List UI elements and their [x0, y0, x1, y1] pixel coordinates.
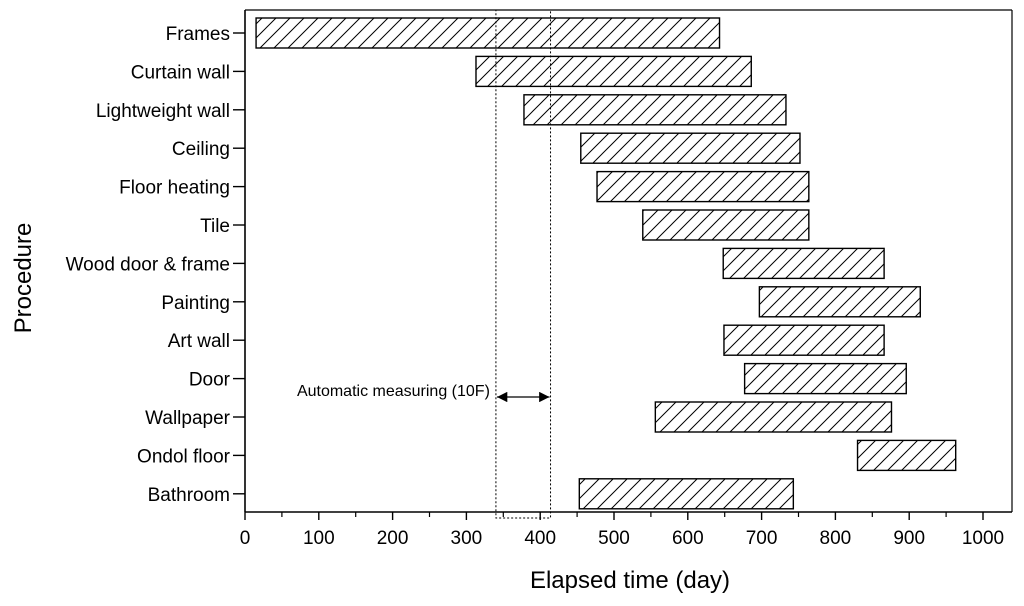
- procedure-bar: [758, 286, 921, 318]
- category-label: Ondol floor: [137, 446, 231, 467]
- x-tick-label: 800: [820, 528, 852, 549]
- x-tick-label: 900: [893, 528, 925, 549]
- category-label: Curtain wall: [131, 62, 230, 83]
- procedure-bar: [578, 478, 795, 510]
- x-tick-label: 200: [377, 528, 409, 549]
- procedure-bar: [743, 362, 907, 395]
- category-label: Lightweight wall: [96, 101, 230, 122]
- category-label: Tile: [200, 216, 230, 237]
- category-label: Wallpaper: [145, 408, 231, 429]
- x-tick-label: 700: [746, 528, 778, 549]
- procedure-bar: [596, 170, 810, 203]
- x-tick-label: 500: [598, 528, 630, 549]
- x-tick-label: 100: [303, 528, 335, 549]
- procedure-bar: [475, 55, 752, 88]
- x-tick-label: 0: [240, 528, 251, 549]
- procedure-bar: [523, 94, 787, 126]
- category-label: Wood door & frame: [66, 254, 230, 275]
- procedure-bar: [255, 17, 721, 49]
- category-label: Ceiling: [172, 139, 230, 160]
- category-label: Frames: [166, 24, 230, 45]
- category-label: Bathroom: [148, 485, 230, 506]
- category-label: Art wall: [168, 331, 230, 352]
- procedure-bar: [856, 439, 957, 472]
- annotation-label: Automatic measuring (10F): [297, 383, 490, 400]
- y-axis-title: Procedure: [10, 223, 37, 334]
- category-label: Painting: [161, 293, 230, 314]
- category-label: Door: [189, 370, 231, 391]
- procedure-bar: [642, 209, 810, 241]
- procedure-bar: [654, 401, 893, 433]
- annotation-range-box: [495, 9, 552, 519]
- x-tick-label: 1000: [962, 528, 1004, 549]
- x-axis-title: Elapsed time (day): [530, 567, 730, 594]
- procedure-bar: [722, 247, 885, 280]
- procedure-bar: [723, 324, 885, 356]
- procedure-bar: [580, 132, 801, 164]
- category-label: Floor heating: [119, 178, 230, 199]
- x-tick-label: 600: [672, 528, 704, 549]
- x-tick-label: 400: [524, 528, 556, 549]
- x-tick-label: 300: [451, 528, 483, 549]
